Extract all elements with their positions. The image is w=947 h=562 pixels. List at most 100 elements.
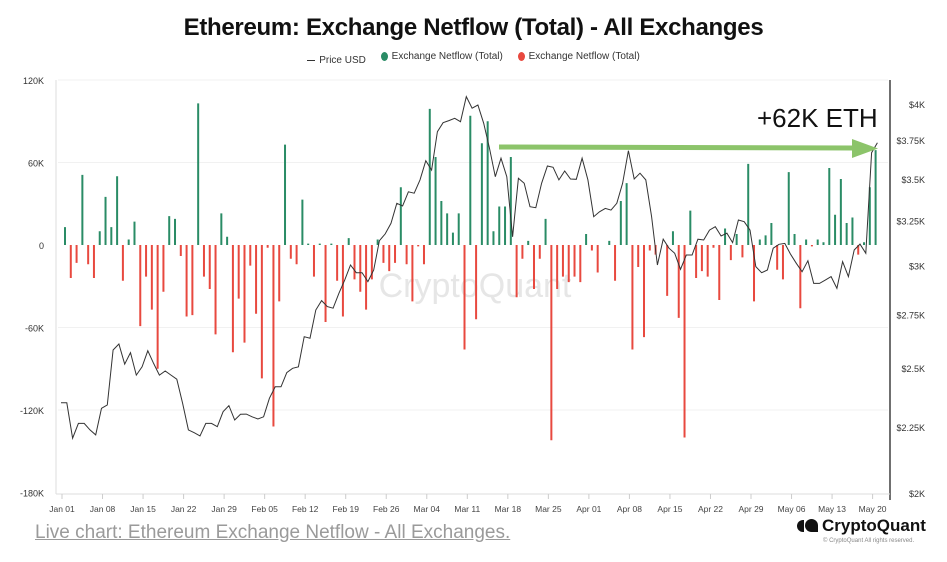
netflow-bar-negative: [249, 245, 252, 266]
netflow-bar-negative: [295, 245, 298, 265]
netflow-bar-positive: [787, 172, 790, 245]
netflow-bar-negative: [614, 245, 617, 281]
netflow-bar-negative: [214, 245, 217, 335]
netflow-bar-negative: [191, 245, 194, 316]
right-axis-tick-label: $3K: [909, 261, 925, 271]
netflow-bar-negative: [706, 245, 709, 277]
netflow-bar-negative: [643, 245, 645, 338]
x-axis-tick-label: Mar 25: [535, 504, 562, 514]
legend-item-inflow[interactable]: Exchange Netflow (Total): [380, 51, 503, 62]
netflow-bar-positive: [839, 179, 842, 245]
right-axis-tick-label: $3.25K: [896, 217, 925, 227]
legend-item-price[interactable]: Price USD: [307, 55, 366, 66]
netflow-bar-positive: [764, 235, 767, 245]
netflow-bar-positive: [480, 143, 483, 245]
netflow-bar-negative: [561, 245, 564, 277]
netflow-bar-negative: [92, 245, 95, 278]
netflow-bar-negative: [521, 245, 524, 259]
netflow-bar-negative: [648, 245, 651, 251]
netflow-bar-positive: [544, 218, 547, 245]
right-axis-tick-label: $3.5K: [901, 175, 925, 185]
netflow-bar-negative: [475, 245, 478, 320]
netflow-bar-negative: [417, 245, 420, 247]
netflow-bar-negative: [388, 245, 391, 272]
netflow-bar-positive: [116, 176, 119, 245]
legend-label: Exchange Netflow (Total): [391, 51, 503, 62]
netflow-bar-negative: [637, 245, 640, 267]
netflow-bar-negative: [150, 245, 153, 310]
x-axis-tick-label: May 13: [818, 504, 846, 514]
live-chart-link[interactable]: Live chart: Ethereum Exchange Netflow - …: [35, 522, 511, 543]
netflow-bar-positive: [492, 231, 495, 245]
netflow-bar-positive: [127, 239, 130, 245]
annotation-arrow: [498, 139, 878, 158]
netflow-bar-negative: [567, 245, 570, 283]
netflow-bar-negative: [810, 245, 813, 247]
netflow-bar-negative: [718, 245, 721, 300]
netflow-bar-positive: [347, 238, 350, 245]
netflow-bar-negative: [532, 245, 535, 289]
netflow-bar-negative: [422, 245, 425, 265]
netflow-bar-negative: [162, 245, 165, 292]
netflow-bar-negative: [336, 245, 339, 281]
netflow-bar-negative: [185, 245, 188, 317]
netflow-bar-negative: [590, 245, 593, 251]
netflow-bar-negative: [353, 245, 356, 280]
netflow-bar-negative: [677, 245, 680, 318]
netflow-bar-negative: [515, 245, 518, 298]
legend: Price USD Exchange Netflow (Total) Excha…: [0, 51, 947, 66]
netflow-bar-positive: [376, 239, 379, 245]
netflow-bar-negative: [231, 245, 234, 353]
x-axis-tick-label: Jan 01: [49, 504, 75, 514]
legend-label: Price USD: [319, 55, 366, 66]
x-axis-tick-label: Jan 29: [211, 504, 237, 514]
netflow-bar-negative: [324, 245, 327, 322]
x-axis-tick-label: Feb 05: [251, 504, 278, 514]
netflow-bar-positive: [428, 108, 431, 245]
netflow-bar-negative: [550, 245, 553, 441]
netflow-bar-negative: [139, 245, 142, 327]
netflow-bar-positive: [724, 228, 727, 245]
netflow-bar-positive: [330, 243, 333, 245]
netflow-bar-negative: [857, 245, 860, 255]
netflow-bar-positive: [451, 232, 454, 245]
netflow-bar-positive: [527, 240, 530, 245]
legend-label: Exchange Netflow (Total): [528, 51, 640, 62]
netflow-bar-negative: [278, 245, 281, 302]
brand-logo: CryptoQuant: [797, 516, 926, 536]
netflow-bar-negative: [556, 245, 559, 289]
line-swatch-icon: [307, 60, 316, 61]
netflow-bar-negative: [382, 245, 385, 263]
arrow-head-icon: [852, 139, 878, 158]
netflow-bar-positive: [307, 243, 310, 245]
netflow-bar-positive: [399, 187, 402, 245]
netflow-bar-positive: [64, 227, 66, 245]
netflow-bar-negative: [237, 245, 240, 299]
x-axis-tick-label: Jan 15: [130, 504, 156, 514]
netflow-bar-negative: [579, 245, 582, 283]
netflow-bar-positive: [110, 227, 113, 245]
copyright: © CryptoQuant All rights reserved.: [823, 538, 915, 544]
x-axis-tick-label: Jan 08: [90, 504, 116, 514]
green-dot-icon: [380, 52, 388, 61]
x-axis-tick-label: Mar 11: [454, 504, 480, 514]
netflow-bar-negative: [411, 245, 414, 302]
netflow-bar-negative: [753, 245, 756, 302]
netflow-bar-positive: [585, 234, 588, 245]
netflow-bar-positive: [440, 201, 443, 245]
netflow-bar-positive: [805, 239, 808, 245]
legend-item-outflow[interactable]: Exchange Netflow (Total): [517, 51, 640, 62]
brand-name: CryptoQuant: [822, 516, 926, 535]
netflow-bar-negative: [463, 245, 466, 350]
netflow-bar-negative: [272, 245, 275, 427]
x-axis-tick-label: Apr 01: [576, 504, 601, 514]
netflow-bar-negative: [75, 245, 78, 263]
x-axis-tick-label: Apr 08: [617, 504, 642, 514]
netflow-bar-negative: [359, 245, 362, 292]
arrow-shaft: [498, 144, 856, 151]
price-line: [61, 95, 878, 441]
netflow-bar-positive: [868, 187, 871, 245]
netflow-bar-negative: [69, 245, 72, 278]
netflow-bar-positive: [446, 213, 449, 245]
netflow-bar-positive: [434, 157, 437, 245]
